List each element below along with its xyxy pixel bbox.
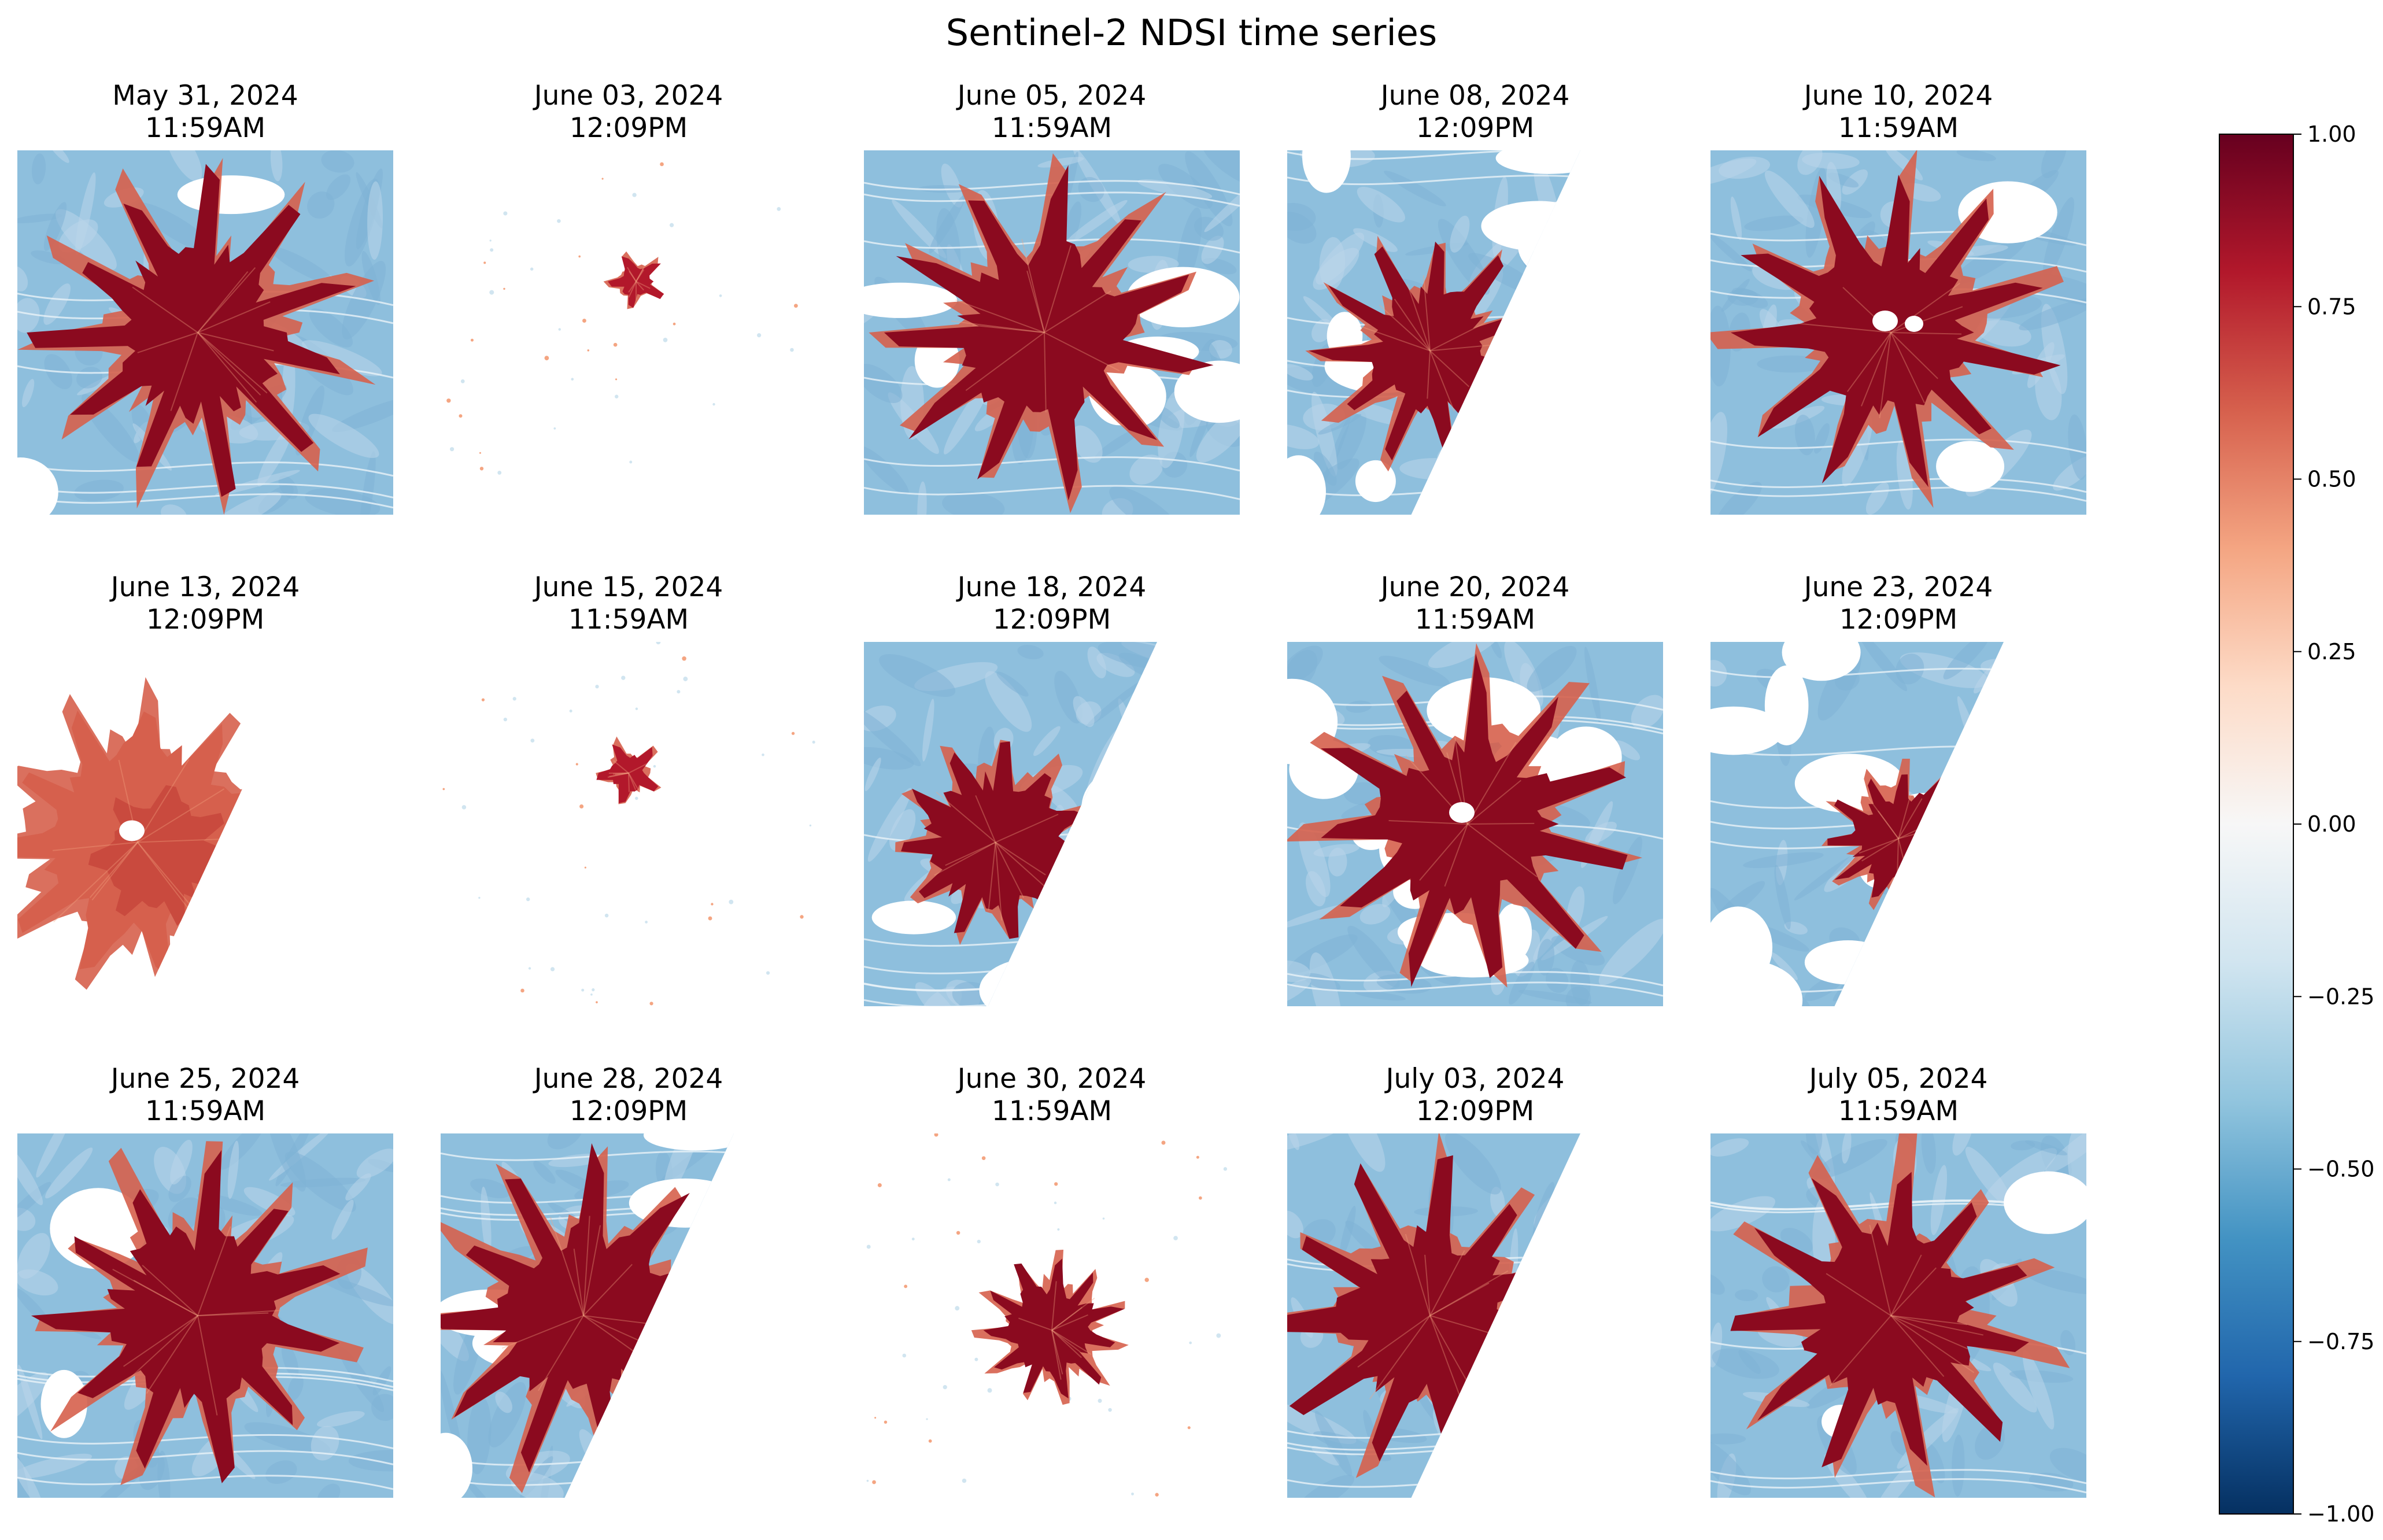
colorbar-tick-label: −0.75 [2307,1329,2374,1354]
panel-date: May 31, 2024 [112,80,298,112]
ndsi-map-image [441,150,816,515]
ndsi-panel: June 20, 2024 11:59AM [1287,571,1663,1006]
ndsi-map-image [864,642,1240,1006]
ndsi-map-image [1287,642,1663,1006]
panel-date: June 15, 2024 [534,571,723,603]
ndsi-panel: June 30, 2024 11:59AM [864,1063,1240,1498]
panel-time: 11:59AM [568,604,689,636]
panel-title: June 15, 2024 11:59AM [441,571,816,636]
ndsi-panel: June 08, 2024 12:09PM [1287,80,1663,515]
ndsi-map-image [17,150,393,515]
panel-time: 12:09PM [1839,604,1958,636]
ndsi-map-image [864,1133,1240,1498]
panel-title: July 03, 2024 12:09PM [1287,1063,1663,1128]
panel-date: June 08, 2024 [1380,80,1570,112]
panel-time: 12:09PM [569,1095,688,1127]
panel-title: June 03, 2024 12:09PM [441,80,816,145]
panel-time: 11:59AM [1838,112,1959,144]
panel-title: June 18, 2024 12:09PM [864,571,1240,636]
ndsi-map-image [17,1133,393,1498]
panel-time: 11:59AM [991,1095,1113,1127]
colorbar-tick-label: −0.25 [2307,984,2374,1009]
panel-title: June 28, 2024 12:09PM [441,1063,816,1128]
colorbar-tick-label: 0.75 [2307,294,2356,319]
panel-title: June 05, 2024 11:59AM [864,80,1240,145]
panel-time: 12:09PM [1416,112,1535,144]
panel-title: June 20, 2024 11:59AM [1287,571,1663,636]
panel-date: July 03, 2024 [1386,1063,1565,1095]
panel-date: June 28, 2024 [534,1063,723,1095]
ndsi-panel: June 18, 2024 12:09PM [864,571,1240,1006]
ndsi-panel: June 13, 2024 12:09PM [17,571,393,1006]
colorbar-tick-label: −0.50 [2307,1157,2374,1182]
panel-date: June 30, 2024 [957,1063,1147,1095]
panel-date: June 23, 2024 [1804,571,1993,603]
panel-time: 12:09PM [569,112,688,144]
colorbar-tick-label: −1.00 [2307,1501,2374,1527]
panel-title: June 25, 2024 11:59AM [17,1063,393,1128]
ndsi-panel: June 10, 2024 11:59AM [1710,80,2086,515]
panel-time: 12:09PM [992,604,1111,636]
panel-date: June 13, 2024 [110,571,300,603]
panel-title: June 23, 2024 12:09PM [1710,571,2086,636]
panel-time: 12:09PM [146,604,265,636]
ndsi-map-image [1287,150,1663,515]
panel-title: May 31, 2024 11:59AM [17,80,393,145]
ndsi-map-image [1710,150,2086,515]
panel-title: June 13, 2024 12:09PM [17,571,393,636]
panel-time: 11:59AM [1414,604,1536,636]
colorbar-tick-label: 1.00 [2307,121,2356,147]
ndsi-map-image [17,642,393,1006]
panel-date: July 05, 2024 [1809,1063,1988,1095]
ndsi-panel: July 05, 2024 11:59AM [1710,1063,2086,1498]
panel-date: June 05, 2024 [957,80,1147,112]
ndsi-map-image [1710,1133,2086,1498]
ndsi-map-image [441,1133,816,1498]
panel-time: 11:59AM [145,112,266,144]
panel-date: June 18, 2024 [957,571,1147,603]
panel-date: June 20, 2024 [1380,571,1570,603]
ndsi-panel: June 05, 2024 11:59AM [864,80,1240,515]
panel-time: 11:59AM [145,1095,266,1127]
ndsi-panel: June 03, 2024 12:09PM [441,80,816,515]
colorbar-tick-label: 0.50 [2307,467,2356,492]
ndsi-panel: June 23, 2024 12:09PM [1710,571,2086,1006]
ndsi-map-image [1710,642,2086,1006]
panel-time: 11:59AM [991,112,1113,144]
panel-title: June 08, 2024 12:09PM [1287,80,1663,145]
ndsi-map-image [441,642,816,1006]
panel-date: June 25, 2024 [110,1063,300,1095]
ndsi-panel: June 25, 2024 11:59AM [17,1063,393,1498]
panel-time: 12:09PM [1416,1095,1535,1127]
panel-time: 11:59AM [1838,1095,1959,1127]
colorbar-gradient [2219,134,2294,1515]
panel-date: June 10, 2024 [1804,80,1993,112]
ndsi-panel: July 03, 2024 12:09PM [1287,1063,1663,1498]
ndsi-map-image [864,150,1240,515]
colorbar-tick-label: 0.25 [2307,639,2356,664]
panel-title: June 30, 2024 11:59AM [864,1063,1240,1128]
ndsi-panel: June 28, 2024 12:09PM [441,1063,816,1498]
panel-date: June 03, 2024 [534,80,723,112]
figure-title: Sentinel-2 NDSI time series [945,12,1438,54]
ndsi-panel: June 15, 2024 11:59AM [441,571,816,1006]
ndsi-panel: May 31, 2024 11:59AM [17,80,393,515]
panel-title: June 10, 2024 11:59AM [1710,80,2086,145]
ndsi-map-image [1287,1133,1663,1498]
panel-title: July 05, 2024 11:59AM [1710,1063,2086,1128]
colorbar-tick-label: 0.00 [2307,811,2356,837]
